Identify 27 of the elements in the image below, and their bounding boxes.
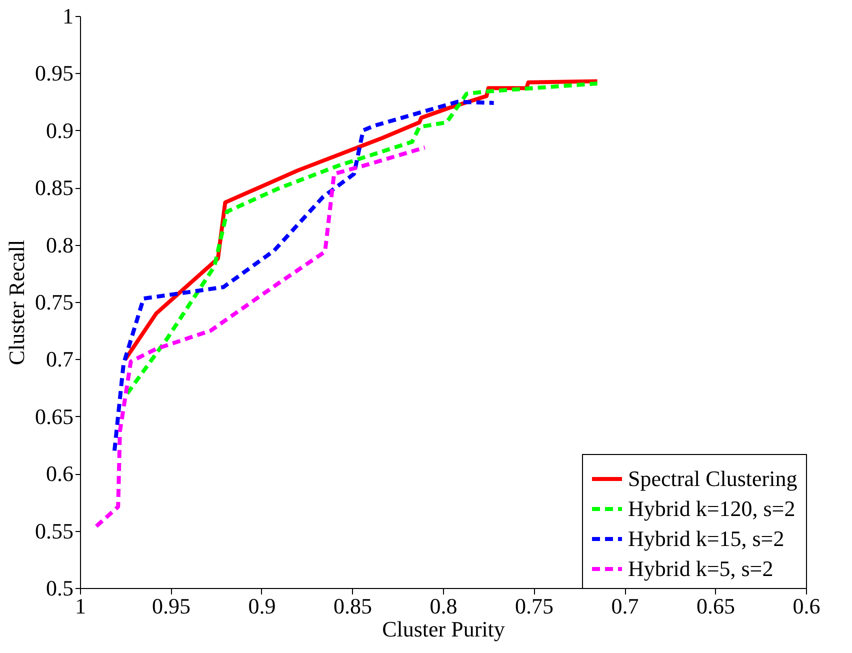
x-tick-label: 0.9 xyxy=(248,594,276,618)
y-tick-label: 0.8 xyxy=(46,232,74,258)
y-tick-label: 0.75 xyxy=(35,290,74,314)
y-tick-label: 0.95 xyxy=(35,60,74,86)
y-tick-label: 0.5 xyxy=(46,576,74,600)
y-tick-label: 0.6 xyxy=(46,461,74,486)
y-axis-title: Cluster Recall xyxy=(4,240,29,366)
x-tick-label: 0.8 xyxy=(430,594,458,618)
line-series xyxy=(94,146,427,528)
legend-label: Spectral Clustering xyxy=(628,466,798,491)
x-tick-label: 0.65 xyxy=(696,594,735,618)
x-tick-label: 0.6 xyxy=(792,594,820,618)
y-tick-label: 1 xyxy=(62,4,74,28)
legend-label: Hybrid k=120, s=2 xyxy=(628,496,796,521)
x-tick-label: 0.7 xyxy=(611,594,639,618)
y-tick-label: 0.55 xyxy=(35,518,74,544)
legend-label: Hybrid k=5, s=2 xyxy=(628,556,774,581)
x-tick-label: 0.85 xyxy=(334,594,372,618)
x-tick-label: 0.75 xyxy=(515,594,554,618)
x-axis-title: Cluster Purity xyxy=(382,616,505,642)
legend-label: Hybrid k=15, s=2 xyxy=(628,526,784,551)
line-series xyxy=(112,100,496,453)
x-tick-label: 0.95 xyxy=(152,594,190,618)
y-tick-label: 0.85 xyxy=(35,175,74,200)
y-tick-label: 0.7 xyxy=(46,346,74,372)
y-tick-label: 0.65 xyxy=(35,404,74,429)
y-tick-label: 0.9 xyxy=(46,118,74,143)
